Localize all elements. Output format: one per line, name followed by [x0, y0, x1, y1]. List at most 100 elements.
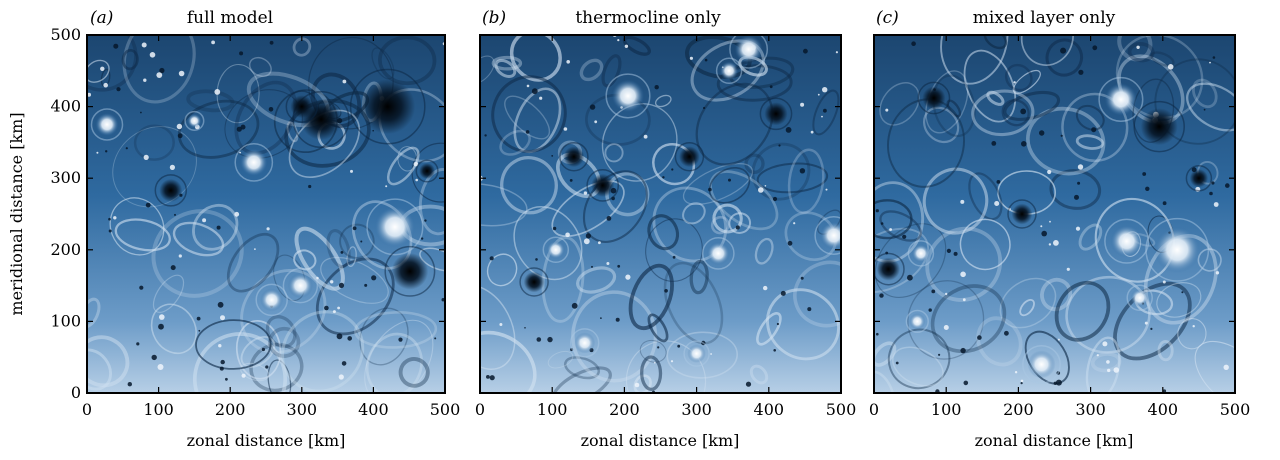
panel-b-eddy [624, 44, 629, 48]
panel-b-eddy [787, 240, 793, 246]
panel-c-eddy [960, 199, 965, 204]
panel-b-filament [579, 58, 604, 82]
panel-c-eddy [1066, 267, 1070, 271]
panel-b-eddy [677, 344, 681, 348]
panel-c-x-axis-label: zonal distance [km] [975, 431, 1134, 450]
panel-a-filament [386, 146, 420, 186]
panel-c-eddy [1162, 201, 1167, 206]
panel-b-filament [654, 94, 672, 108]
panel-b-eddy [800, 276, 804, 280]
panel-a-filament [122, 35, 196, 104]
panel-a-filament [365, 332, 423, 393]
panel-a-eddy [337, 306, 340, 310]
panel-a-frame [86, 34, 446, 394]
panel-a-eddy [266, 227, 270, 231]
panel-b-eddy [800, 102, 805, 107]
panel-b-eddy [763, 285, 768, 291]
panel-a-eddy [141, 42, 147, 48]
panel-c-letter: (c) [876, 8, 899, 28]
panel-c-eddy [1014, 371, 1018, 374]
panel-a-eddy [371, 275, 377, 281]
panel-b-x-tick-label: 200 [609, 400, 640, 419]
panel-b-eddy [589, 104, 596, 110]
panel-a-filament [109, 197, 165, 256]
panel-b-eddy [773, 349, 776, 352]
panel-a-eddy [234, 211, 240, 217]
panel-c-eddy [1142, 172, 1147, 176]
panel-a-eddy [241, 373, 246, 378]
panel-b: (b) thermocline only 0 100 200 300 400 500 zo… [475, 8, 856, 450]
panel-c-eddy [994, 201, 1000, 206]
panel-c-x-tick-label: 200 [1003, 400, 1034, 419]
panel-b-letter: (b) [482, 8, 506, 28]
panel-c-eddy [931, 289, 936, 294]
panel-c-eddy [953, 251, 958, 256]
panel-a-eddy [157, 364, 164, 370]
panel-a-filament [411, 142, 445, 203]
panel-c-filament [1177, 318, 1207, 350]
panel-a-x-tick-label: 100 [143, 400, 174, 419]
panel-c-filament [932, 74, 976, 138]
panel-a-filament [234, 80, 298, 156]
panel-b-eddy [563, 127, 568, 131]
panel-b-eddy [764, 185, 767, 187]
panel-b-eddy [531, 88, 538, 95]
panel-b-filament [480, 284, 516, 371]
panel-c-eddy [875, 209, 879, 213]
panel-a-eddy [178, 254, 182, 258]
panel-b-eddy [654, 85, 659, 90]
panel-c-eddy [1041, 230, 1047, 237]
panel-a-eddy [105, 150, 108, 153]
panel-c-eddy [963, 380, 969, 386]
panel-b-eddy [565, 232, 570, 238]
panel-a-eddy [239, 151, 242, 154]
panel-b-vortex-3 [719, 61, 739, 80]
panel-a-vortex-ring-1 [234, 143, 274, 182]
panel-c-eddy [1039, 130, 1045, 136]
panel-a-filament [87, 335, 130, 388]
panel-a-filament [172, 221, 225, 257]
panel-a-eddy [143, 154, 149, 160]
panel-a-x-tick-label: 0 [82, 400, 92, 419]
panel-c-filament [999, 277, 1057, 329]
panel-c-eddy [1092, 45, 1098, 51]
panel-a-y-tick-label: 400 [50, 97, 81, 116]
panel-a-filament [398, 357, 430, 388]
panel-c-eddy [1049, 220, 1051, 223]
panel-a-filament [240, 335, 276, 368]
panel-a-eddy [254, 248, 256, 251]
panel-c-filament [1094, 197, 1175, 283]
panel-b-filament [663, 261, 724, 345]
panel-b-eddy [524, 327, 526, 329]
panel-c-vortex-ring-7 [917, 81, 951, 115]
panel-c-vortex-ring-11 [1185, 164, 1213, 192]
panel-c-eddy [889, 228, 892, 231]
panel-a-eddy [125, 147, 128, 150]
panel-b-filament [756, 162, 829, 194]
panel-a-y-tick-label: 100 [50, 311, 81, 330]
panel-b-vortex-10 [679, 146, 700, 168]
panel-b-filament [744, 153, 765, 174]
panel-c-eddy [1020, 382, 1023, 385]
panel-a-x-tick-label: 500 [430, 400, 461, 419]
panel-b-filament [601, 54, 622, 88]
panel-a-vortex-5 [374, 206, 416, 248]
panel-b-vortex-8 [523, 271, 545, 293]
panel-b-x-axis-label: zonal distance [km] [581, 431, 740, 450]
panel-b-eddy [704, 58, 708, 62]
panel-b-filament [756, 312, 782, 346]
panel-b-vortex-6 [591, 173, 615, 197]
panel-c-filament [1115, 35, 1204, 120]
panel-b-vortex-0 [734, 35, 763, 64]
panel-b-eddy [728, 178, 731, 182]
panel-a-filament [186, 89, 235, 113]
panel-a-eddy [198, 329, 201, 332]
panel-c-eddy [1055, 379, 1062, 386]
panel-c-eddy [1077, 164, 1084, 170]
panel-a-eddy [219, 366, 224, 371]
panel-c-eddy [960, 347, 966, 354]
panel-c-eddy [1060, 47, 1067, 54]
panel-c-vortex-ring-1 [1133, 100, 1185, 153]
panel-b-vortex-ring-11 [701, 237, 735, 270]
panel-b-filament [645, 218, 703, 282]
